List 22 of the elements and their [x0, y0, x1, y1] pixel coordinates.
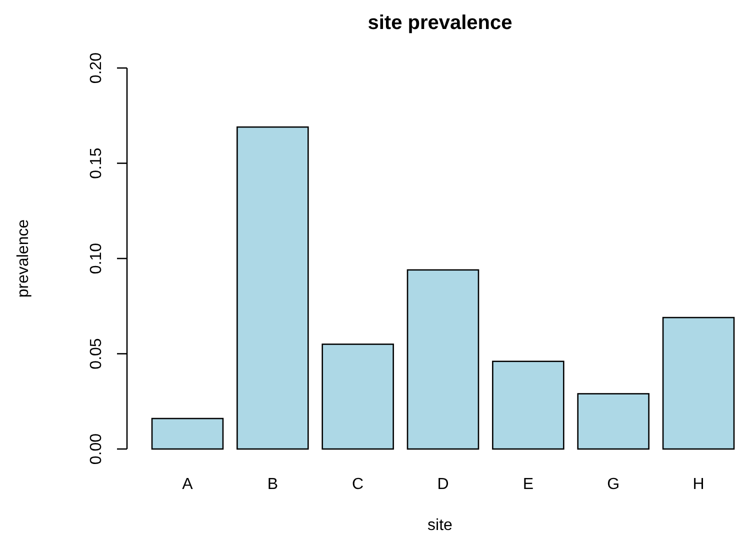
- chart-title: site prevalence: [368, 12, 512, 34]
- x-axis-title: site: [428, 517, 453, 534]
- bar: [151, 418, 224, 450]
- y-tick-label: 0.00: [88, 433, 105, 465]
- x-tick-label: A: [182, 476, 194, 493]
- x-tick-label: C: [352, 476, 364, 493]
- x-tick-label: H: [692, 476, 704, 493]
- x-tick-label: D: [437, 476, 449, 493]
- y-axis-title: prevalence: [15, 219, 32, 298]
- bar: [236, 126, 309, 450]
- x-tick-label: E: [522, 476, 534, 493]
- bar: [322, 344, 394, 450]
- y-tick-label: 0.05: [88, 338, 105, 370]
- y-tick-label: 0.20: [88, 52, 105, 84]
- bar: [406, 269, 480, 450]
- y-tick-label: 0.15: [88, 148, 105, 179]
- x-tick-label: G: [607, 476, 620, 493]
- bar: [577, 393, 650, 450]
- bar: [662, 316, 735, 450]
- y-tick-label: 0.10: [88, 242, 105, 274]
- x-tick-label: B: [267, 476, 278, 493]
- bar: [492, 360, 564, 450]
